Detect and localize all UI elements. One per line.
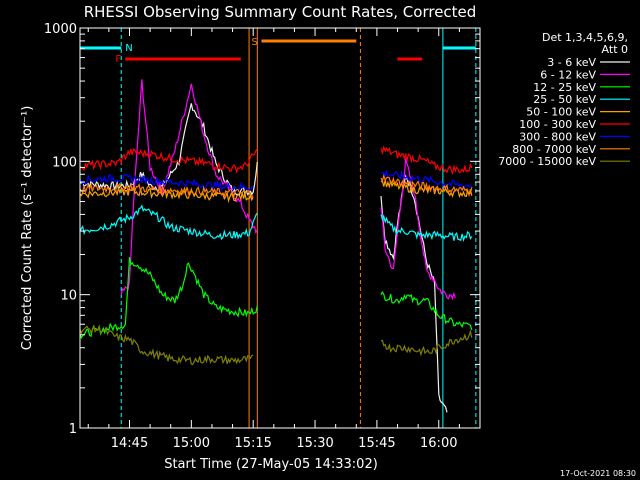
series-100-300-kev-line-0	[79, 147, 258, 174]
x-axis-label: Start Time (27-May-05 14:33:02)	[164, 457, 378, 472]
series-lines	[79, 79, 473, 413]
series-12-25-kev-line-0	[79, 256, 258, 340]
legend-label-3-6-kev: 3 - 6 keV	[547, 56, 596, 69]
y-tick-label-3: 1000	[44, 22, 77, 37]
chart-title: RHESSI Observing Summary Count Rates, Co…	[84, 3, 477, 21]
series-50-100-kev-line-0	[79, 186, 254, 203]
flag-F-label: F	[115, 54, 121, 65]
legend-label-300-800-kev: 300 - 800 keV	[519, 130, 596, 143]
series-3-6-kev-line-0	[79, 103, 258, 196]
y-axis-label: Corrected Count Rate (s⁻¹ detector⁻¹)	[20, 106, 35, 351]
x-tick-label-0: 14:45	[111, 436, 148, 451]
legend-label-800-7000-kev: 800 - 7000 keV	[512, 143, 596, 156]
y-tick-label-0: 1	[69, 422, 77, 437]
x-tick-label-4: 15:45	[358, 436, 395, 451]
series-25-50-kev-line-0	[79, 204, 258, 241]
legend-header-line-1: Det 1,3,4,5,6,9,	[542, 31, 628, 44]
legend-label-6-12-kev: 6 - 12 keV	[540, 68, 596, 81]
series-25-50-kev-line-1	[380, 214, 473, 242]
series-3-6-kev-line-1	[380, 174, 448, 413]
legend-header-line-2: Att 0	[602, 43, 628, 56]
series-100-300-kev-line-1	[380, 145, 473, 175]
plot-frame	[79, 27, 481, 429]
y-tick-label-2: 100	[52, 155, 77, 170]
footer-date: 17-Oct-2021 08:30	[560, 469, 636, 478]
series-800-7000-kev-line-0	[79, 182, 254, 198]
flag-N-label: N	[125, 43, 132, 54]
marker-lines	[120, 28, 477, 428]
legend-label-100-300-kev: 100 - 300 keV	[519, 118, 596, 131]
flag-S-label: S	[251, 37, 257, 48]
axes-ticks: 14:45 15:00 15:15 15:30 15:45 16:00 1 10 100 1000	[44, 22, 480, 451]
series-7000-15000-kev-line-0	[79, 323, 254, 366]
flag-bars: NF S	[80, 37, 476, 65]
x-tick-label-3: 15:30	[296, 436, 333, 451]
series-6-12-kev-line-1	[380, 157, 456, 301]
legend-label-50-100-kev: 50 - 100 keV	[526, 106, 596, 119]
series-7000-15000-kev-line-1	[380, 329, 473, 357]
legend-label-7000-15000-kev: 7000 - 15000 keV	[498, 155, 596, 168]
series-300-800-kev-line-0	[79, 173, 254, 193]
y-tick-label-1: 10	[60, 289, 77, 304]
legend-label-12-25-kev: 12 - 25 keV	[533, 81, 596, 94]
series-800-7000-kev-line-1	[380, 173, 473, 195]
series-12-25-kev-line-1	[380, 291, 473, 331]
legend-label-25-50-kev: 25 - 50 keV	[533, 93, 596, 106]
x-tick-label-1: 15:00	[173, 436, 210, 451]
x-tick-label-5: 16:00	[420, 436, 457, 451]
x-tick-label-2: 15:15	[234, 436, 271, 451]
series-6-12-kev-line-0	[120, 79, 258, 295]
series-300-800-kev-line-1	[380, 169, 473, 190]
